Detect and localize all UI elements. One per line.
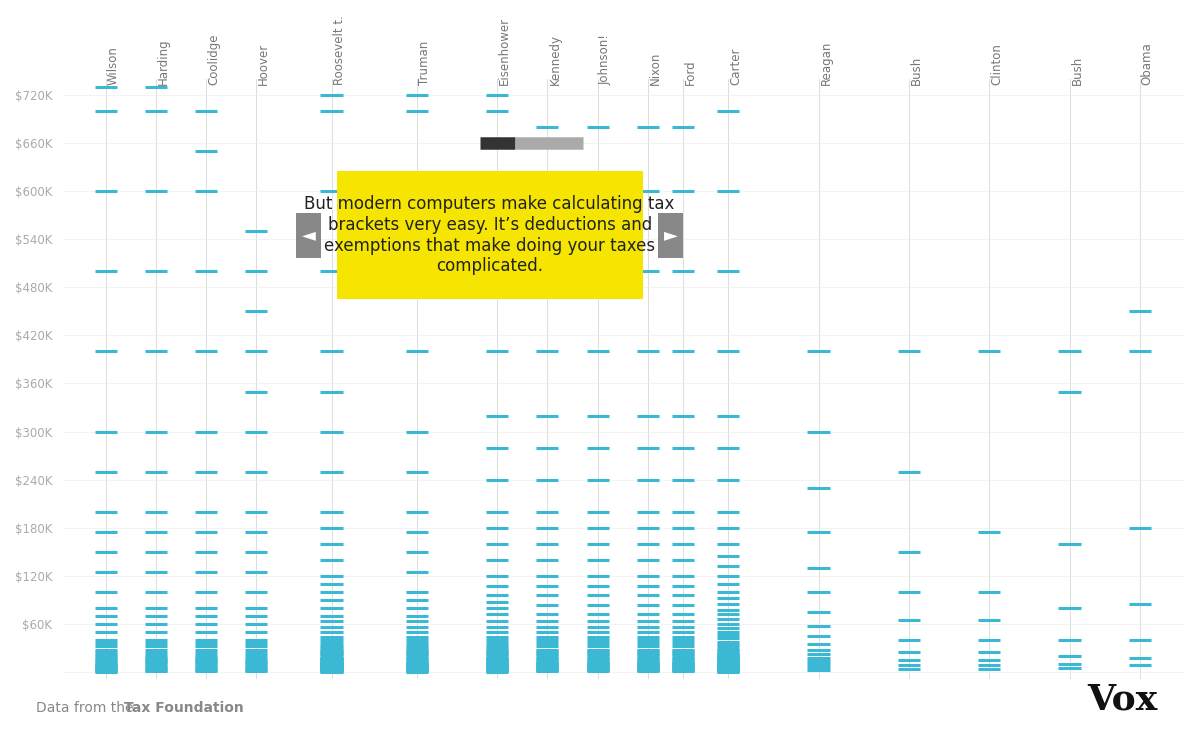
- Text: Bush: Bush: [1070, 56, 1084, 85]
- Text: ◄: ◄: [302, 226, 316, 245]
- Text: But modern computers make calculating tax
brackets very easy. It’s deductions an: But modern computers make calculating ta…: [305, 195, 674, 275]
- Text: Wilson: Wilson: [107, 47, 120, 85]
- Text: Harding: Harding: [157, 39, 170, 85]
- Text: Johnson!: Johnson!: [599, 34, 612, 85]
- Text: Coolidge: Coolidge: [208, 34, 220, 85]
- Text: Roosevelt t.: Roosevelt t.: [332, 15, 346, 85]
- Text: Data from the: Data from the: [36, 701, 138, 715]
- Text: Vox: Vox: [1087, 683, 1157, 717]
- Text: Reagan: Reagan: [820, 41, 833, 85]
- FancyBboxPatch shape: [658, 212, 683, 258]
- Text: Truman: Truman: [418, 41, 431, 85]
- Text: Carter: Carter: [730, 47, 742, 85]
- Text: Kennedy: Kennedy: [548, 34, 562, 85]
- Text: Eisenhower: Eisenhower: [498, 17, 511, 85]
- Text: ►: ►: [664, 226, 677, 245]
- FancyBboxPatch shape: [336, 171, 643, 299]
- Text: Bush: Bush: [910, 56, 923, 85]
- FancyBboxPatch shape: [296, 212, 322, 258]
- Text: Ford: Ford: [684, 60, 697, 85]
- Text: Tax Foundation: Tax Foundation: [124, 701, 244, 715]
- Text: Hoover: Hoover: [257, 43, 270, 85]
- Text: Nixon: Nixon: [649, 52, 662, 85]
- Text: Clinton: Clinton: [990, 43, 1003, 85]
- Text: Obama: Obama: [1141, 42, 1154, 85]
